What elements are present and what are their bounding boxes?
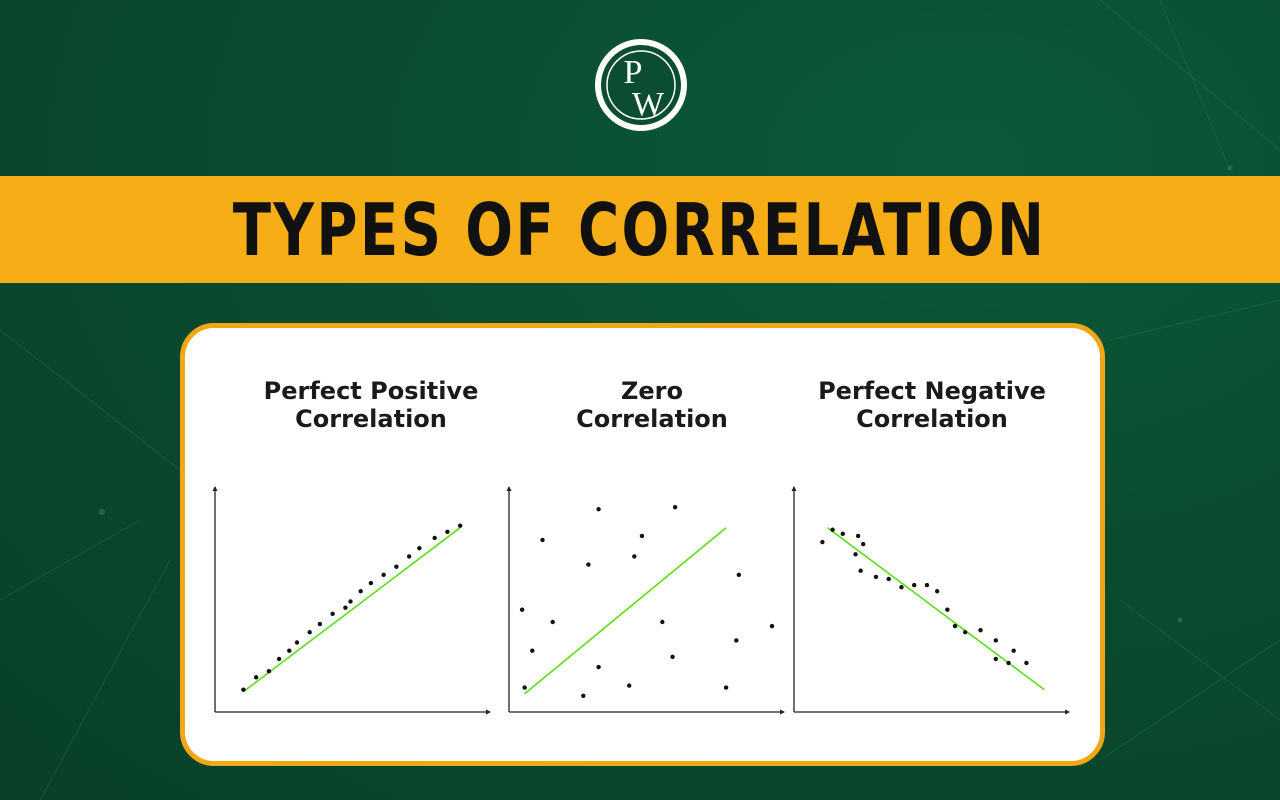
data-point-positive-2 — [266, 669, 272, 674]
data-point-negative-11 — [924, 582, 930, 588]
page-title: TYPES OF CORRELATION — [233, 187, 1047, 272]
trend-line-zero — [524, 527, 727, 695]
panel-title-positive: Perfect Positive Correlation — [221, 377, 521, 433]
data-point-negative-5 — [853, 552, 858, 557]
data-point-zero-1 — [672, 505, 678, 510]
data-point-negative-21 — [1024, 660, 1029, 666]
data-point-negative-17 — [993, 638, 998, 643]
logo-letter-p: P — [624, 54, 643, 91]
pw-logo: P W — [595, 39, 687, 131]
data-point-negative-6 — [858, 568, 863, 573]
data-point-zero-6 — [736, 572, 742, 578]
data-point-negative-10 — [912, 582, 917, 588]
data-point-negative-2 — [855, 533, 861, 539]
data-point-positive-16 — [417, 546, 422, 551]
title-banner: TYPES OF CORRELATION — [0, 176, 1280, 283]
data-point-zero-4 — [586, 562, 591, 567]
panel-title-negative: Perfect Negative Correlation — [782, 377, 1082, 433]
trend-line-negative — [827, 527, 1045, 691]
data-point-zero-10 — [530, 648, 535, 653]
panel-title-positive-line1: Perfect Positive — [263, 377, 479, 405]
data-point-negative-19 — [1006, 660, 1011, 666]
y-axis-arrow-negative — [791, 486, 797, 491]
data-point-positive-18 — [445, 529, 450, 534]
data-point-positive-7 — [317, 621, 323, 627]
data-point-positive-3 — [276, 656, 282, 662]
data-point-zero-11 — [734, 638, 739, 643]
panel-title-zero: Zero Correlation — [502, 377, 802, 433]
y-axis-arrow-positive — [212, 486, 218, 491]
data-point-negative-8 — [886, 576, 891, 582]
data-point-zero-3 — [639, 533, 645, 539]
data-point-zero-18 — [723, 685, 729, 690]
x-axis-arrow-positive — [486, 709, 491, 715]
data-point-positive-10 — [348, 599, 353, 604]
data-point-zero-0 — [596, 507, 601, 512]
data-point-positive-11 — [358, 589, 363, 594]
data-point-positive-1 — [253, 675, 259, 680]
data-point-positive-6 — [307, 630, 312, 635]
data-point-negative-13 — [945, 607, 950, 612]
trend-line-positive — [242, 527, 461, 693]
data-point-zero-7 — [519, 607, 525, 612]
data-point-zero-5 — [632, 554, 637, 559]
data-point-zero-2 — [540, 537, 545, 543]
data-point-zero-17 — [581, 693, 586, 698]
data-point-positive-0 — [241, 687, 246, 692]
data-point-zero-9 — [660, 619, 665, 625]
data-point-zero-12 — [769, 623, 775, 629]
data-point-negative-1 — [840, 531, 845, 537]
data-point-positive-4 — [287, 648, 292, 653]
data-point-negative-3 — [861, 541, 866, 547]
data-point-positive-12 — [368, 580, 374, 586]
diagram-card — [180, 323, 1105, 766]
data-point-negative-9 — [899, 584, 904, 590]
data-point-positive-8 — [330, 611, 335, 616]
data-point-negative-0 — [830, 527, 835, 532]
data-point-positive-13 — [381, 572, 386, 578]
data-point-positive-14 — [394, 564, 399, 569]
data-point-negative-4 — [820, 539, 825, 545]
data-point-positive-19 — [457, 523, 463, 528]
data-point-negative-12 — [934, 589, 940, 594]
data-point-positive-5 — [294, 640, 300, 645]
data-point-zero-13 — [596, 664, 601, 670]
data-point-zero-16 — [627, 683, 632, 688]
data-point-negative-15 — [963, 630, 968, 635]
x-axis-arrow-negative — [1065, 709, 1070, 715]
data-point-negative-14 — [952, 623, 958, 629]
data-point-positive-15 — [406, 554, 412, 559]
y-axis-arrow-zero — [506, 486, 512, 491]
logo-letter-w: W — [632, 86, 665, 123]
panel-title-positive-line2: Correlation — [295, 405, 447, 433]
data-point-positive-9 — [343, 605, 348, 610]
panel-title-zero-line1: Zero — [620, 377, 683, 405]
x-axis-arrow-zero — [780, 709, 785, 715]
panel-title-zero-line2: Correlation — [576, 405, 728, 433]
data-point-zero-8 — [550, 619, 555, 625]
panel-title-negative-line2: Correlation — [856, 405, 1008, 433]
data-point-negative-20 — [1011, 648, 1016, 653]
data-point-positive-17 — [432, 535, 437, 541]
data-point-negative-16 — [978, 628, 983, 633]
data-point-negative-7 — [873, 574, 879, 580]
panel-title-negative-line1: Perfect Negative — [818, 377, 1046, 405]
data-point-negative-18 — [993, 656, 998, 662]
data-point-zero-15 — [522, 685, 527, 690]
data-point-zero-14 — [670, 654, 675, 660]
